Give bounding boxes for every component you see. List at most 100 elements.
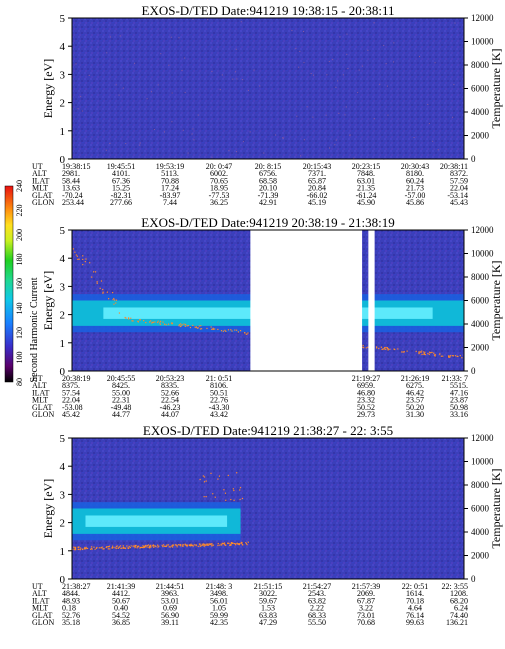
orbit-row-value: -82.31 [111, 191, 132, 200]
colorbar: 80 100 120 140 160 180 200 220 240 Second Harmon… [4, 180, 40, 386]
energy-tick-label: 4 [60, 41, 66, 53]
orbit-row-value: 70.88 [161, 176, 179, 185]
orbit-row-value: 20:15:43 [303, 162, 331, 171]
orbit-row-label: GLON [32, 410, 54, 419]
orbit-row-value: 8106. [210, 381, 228, 390]
orbit-row-label: ALT [32, 169, 47, 178]
orbit-row-value: 15.25 [112, 184, 130, 193]
temperature-tick-label: 0 [471, 574, 476, 584]
orbit-row-value: 21:44:51 [156, 582, 184, 591]
orbit-row-value: 45.90 [357, 198, 375, 207]
orbit-row-value: 36.25 [210, 198, 228, 207]
colorbar-tick-label: 220 [15, 205, 24, 217]
orbit-row-value: 4101. [112, 169, 130, 178]
orbit-row-value: 19:38:15 [62, 162, 90, 171]
energy-axis-label: Energy [eV] [41, 271, 55, 330]
orbit-row-value: 70.65 [210, 176, 228, 185]
orbit-row-value: 48.93 [62, 596, 80, 605]
orbit-row-value: 36.85 [112, 618, 130, 627]
data-gap [250, 230, 363, 371]
orbit-row-label: ILAT [32, 596, 49, 605]
energy-band [72, 502, 241, 541]
colorbar-label: Second Harmonic Current [29, 277, 40, 382]
orbit-row-value: -61.24 [356, 191, 377, 200]
temperature-tick-label: 2000 [471, 551, 490, 561]
spectrogram-background [72, 18, 464, 159]
orbit-row-label: GLAT [32, 191, 53, 200]
orbit-row-value: 54.52 [112, 611, 130, 620]
orbit-row-value: 50.98 [450, 403, 468, 412]
orbit-row-value: 31.30 [406, 410, 424, 419]
spectrogram-panel-1: EXOS-D/TED Date:941219 19:38:15 - 20:38:… [32, 3, 503, 207]
orbit-row-value: 50.20 [406, 403, 424, 412]
orbit-row-value: 6275. [406, 381, 424, 390]
orbit-row-value: 18.95 [210, 184, 228, 193]
orbit-row-label: GLAT [32, 403, 53, 412]
orbit-row-value: 70.68 [357, 618, 375, 627]
orbit-row-value: 1208. [450, 589, 468, 598]
orbit-row-value: 74.40 [450, 611, 468, 620]
orbit-row-value: 8425. [112, 381, 130, 390]
energy-tick-label: 1 [60, 338, 66, 350]
orbit-row-value: 43.42 [210, 410, 228, 419]
orbit-row-value: 7848. [357, 169, 375, 178]
temperature-axis-label: Temperature [K] [489, 260, 503, 340]
colorbar-tick-label: 120 [15, 327, 24, 339]
orbit-row-value: 3.22 [359, 604, 373, 613]
panel-title: EXOS-D/TED Date:941219 19:38:15 - 20:38:… [142, 3, 395, 18]
orbit-row-value: 44.77 [112, 410, 130, 419]
orbit-row-value: 20:45:55 [107, 374, 135, 383]
orbit-row-label: ILAT [32, 176, 49, 185]
orbit-row-value: 5113. [161, 169, 179, 178]
orbit-row-value: 21.73 [406, 184, 424, 193]
orbit-row-value: -53.14 [447, 191, 468, 200]
temperature-tick-label: 10000 [471, 37, 494, 47]
temperature-tick-label: 12000 [471, 13, 494, 23]
orbit-row-value: 52.76 [62, 611, 80, 620]
temperature-tick-label: 12000 [471, 225, 494, 235]
orbit-row-value: 4412. [112, 589, 130, 598]
orbit-table: UT 19:38:15 19:45:51 19:53:19 20: 0:47 20: 8:… [32, 162, 468, 207]
orbit-row-value: 20:38:19 [62, 374, 90, 383]
orbit-row-value: 47.29 [259, 618, 277, 627]
orbit-row-value: 20.10 [259, 184, 277, 193]
orbit-row-value: 68.33 [308, 611, 326, 620]
orbit-row-value: 253.44 [62, 198, 84, 207]
orbit-row-value: 21:26:19 [401, 374, 429, 383]
energy-tick-label: 5 [60, 13, 66, 25]
orbit-row-value: 67.36 [112, 176, 130, 185]
orbit-row-value: 52.66 [161, 388, 179, 397]
temperature-tick-label: 8000 [471, 272, 490, 282]
orbit-row-label: ALT [32, 381, 47, 390]
orbit-row-value: 99.63 [406, 618, 424, 627]
orbit-row-value: 21:51:15 [254, 582, 282, 591]
orbit-row-value: 20:30:43 [401, 162, 429, 171]
orbit-row-value: 21:57:39 [352, 582, 380, 591]
colorbar-tick-label: 140 [15, 303, 24, 315]
temperature-tick-label: 10000 [471, 457, 494, 467]
orbit-row-value: 19:45:51 [107, 162, 135, 171]
orbit-row-value: -43.30 [209, 403, 230, 412]
orbit-row-value: 50.51 [210, 388, 228, 397]
orbit-row-value: 277.66 [110, 198, 132, 207]
energy-tick-label: 5 [60, 433, 66, 445]
orbit-row-value: 20:23:15 [352, 162, 380, 171]
orbit-row-value: 22.04 [62, 396, 80, 405]
orbit-row-value: 53.01 [161, 596, 179, 605]
orbit-row-value: 63.01 [357, 176, 375, 185]
orbit-row-label: MLT [32, 604, 48, 613]
orbit-row-value: 35.18 [62, 618, 80, 627]
orbit-row-value: 23.57 [406, 396, 424, 405]
orbit-row-value: 29.73 [357, 410, 375, 419]
orbit-row-value: -66.02 [307, 191, 328, 200]
energy-tick-label: 2 [60, 98, 66, 110]
orbit-row-value: 136.21 [446, 618, 468, 627]
energy-tick-label: 4 [60, 253, 66, 265]
temperature-tick-label: 6000 [471, 84, 490, 94]
orbit-row-value: 7371. [308, 169, 326, 178]
orbit-row-label: MLT [32, 396, 48, 405]
orbit-row-value: 20.84 [308, 184, 326, 193]
energy-tick-label: 5 [60, 225, 66, 237]
orbit-row-value: 20:53:23 [156, 374, 184, 383]
